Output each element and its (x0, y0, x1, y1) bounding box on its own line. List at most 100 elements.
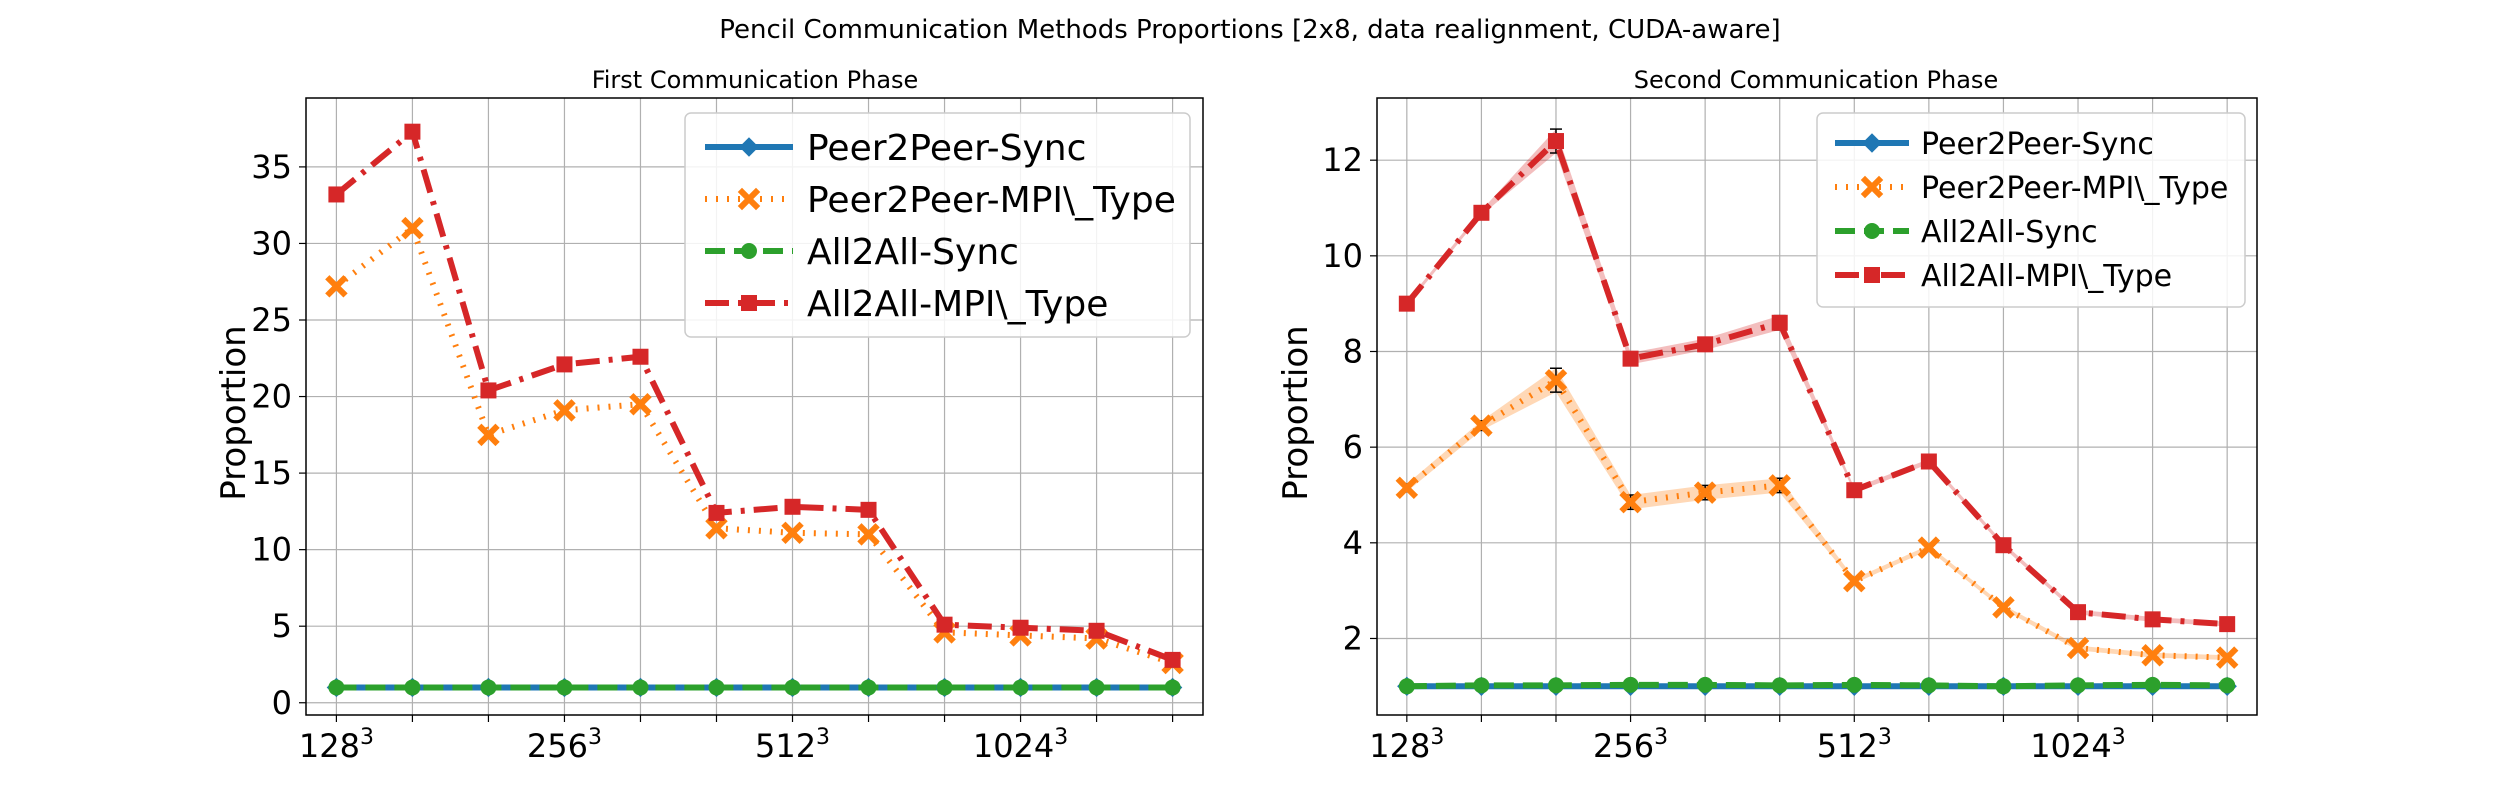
data-point (632, 348, 649, 365)
legend-label: All2All-Sync (807, 232, 1019, 273)
legend-label: Peer2Peer-Sync (807, 128, 1086, 169)
y-tick-label: 30 (251, 224, 292, 262)
data-point (860, 501, 877, 518)
legend-entry-p2p_sync: Peer2Peer-Sync (705, 128, 1086, 169)
y-tick-label: 10 (1322, 237, 1363, 275)
data-point (1547, 133, 1564, 150)
legend-label: Peer2Peer-Sync (1921, 127, 2154, 162)
data-point (1164, 679, 1181, 696)
data-point (1995, 537, 2012, 554)
series-line (1406, 681, 2228, 690)
data-point (553, 399, 576, 422)
second-phase-axes: Second Communication Phase Proportion 2 4… (1276, 66, 2258, 765)
data-point (1544, 368, 1568, 392)
y-tick-label: 8 (1343, 332, 1363, 370)
legend-label: Peer2Peer-MPI\_Type (1921, 171, 2228, 206)
data-point (857, 523, 880, 546)
y-tick-label: 35 (251, 148, 292, 186)
x-tick-label: 5123 (755, 725, 830, 765)
data-point (781, 521, 804, 545)
data-point (1470, 414, 1493, 437)
series-p2p_mpi (1395, 367, 2239, 669)
data-point (708, 504, 725, 521)
legend-marker (741, 243, 757, 259)
data-point (1920, 677, 1937, 694)
series-a2a_mpi (1398, 128, 2236, 633)
data-point (1768, 474, 1791, 497)
data-point (1992, 596, 2015, 619)
series-a2a_sync (328, 679, 1181, 696)
data-point (1917, 536, 1941, 559)
data-point (2144, 611, 2161, 628)
data-point (1846, 676, 1863, 693)
x-tick-label: 2563 (527, 725, 602, 765)
data-point (2219, 677, 2236, 694)
data-point (1398, 295, 1415, 312)
data-point (2141, 643, 2164, 667)
data-point (2215, 646, 2239, 669)
y-tick-label: 4 (1343, 524, 1363, 562)
data-point (2219, 616, 2236, 633)
data-point (629, 392, 652, 416)
legend-label: All2All-MPI\_Type (807, 284, 1108, 325)
data-point (1622, 350, 1639, 367)
x-tick-label: 10243 (973, 725, 1068, 765)
data-point (860, 679, 877, 696)
legend-entry-a2a_sync: All2All-Sync (705, 232, 1019, 273)
data-point (556, 679, 573, 696)
legend: Peer2Peer-Sync Peer2Peer-MPI\_Type All2All… (1816, 112, 2246, 308)
data-point (1088, 679, 1105, 696)
data-point (632, 679, 649, 696)
data-point (1012, 679, 1029, 696)
legend-label: Peer2Peer-MPI\_Type (807, 180, 1176, 221)
data-point (1012, 619, 1029, 636)
x-tick-label: 10243 (2030, 725, 2125, 765)
data-point (1771, 677, 1788, 694)
legend-entry-a2a_mpi: All2All-MPI\_Type (1835, 259, 2172, 294)
data-point (2066, 636, 2090, 660)
series-line (1404, 138, 2228, 628)
y-tick-label: 20 (251, 378, 292, 416)
data-point (480, 679, 497, 696)
legend-entry-a2a_mpi: All2All-MPI\_Type (705, 284, 1108, 325)
legend-marker (737, 187, 761, 211)
data-point (1771, 314, 1788, 331)
y-tick-label: 0 (272, 684, 292, 722)
data-point (328, 186, 345, 203)
data-point (705, 516, 728, 540)
first-phase-axes: First Communication Phase Proportion 051… (214, 66, 1204, 765)
y-tick-label: 2 (1343, 619, 1363, 657)
data-point (1398, 678, 1415, 695)
legend-marker (1862, 133, 1882, 153)
legend-entry-p2p_sync: Peer2Peer-Sync (1835, 127, 2154, 162)
legend-frame (1816, 112, 2246, 308)
data-point (1619, 490, 1642, 514)
second-phase-ylabel: Proportion (1276, 325, 1316, 500)
legend: Peer2Peer-Sync Peer2Peer-MPI\_Type All2All… (684, 112, 1191, 338)
legend-marker (1860, 175, 1884, 199)
data-point (1995, 678, 2012, 695)
data-point (936, 679, 953, 696)
y-tick-label: 10 (251, 531, 292, 569)
data-point (1164, 651, 1181, 668)
legend-marker (741, 295, 757, 311)
axes-frame (305, 97, 1204, 716)
x-tick-label: 1283 (299, 725, 374, 765)
data-point (936, 616, 953, 633)
data-point (1395, 476, 1419, 500)
data-point (1622, 676, 1639, 693)
legend-entry-a2a_sync: All2All-Sync (1835, 215, 2098, 250)
data-point (708, 679, 725, 696)
second-phase-title: Second Communication Phase (1634, 66, 1998, 94)
x-tick-label: 2563 (1593, 725, 1668, 765)
data-point (784, 498, 801, 515)
data-point (1693, 481, 1717, 504)
data-point (1846, 482, 1863, 499)
legend-label: All2All-MPI\_Type (1921, 259, 2172, 294)
first-phase-ylabel: Proportion (214, 325, 254, 500)
data-point (325, 275, 348, 298)
data-point (1843, 569, 1866, 593)
legend-marker (1864, 267, 1880, 283)
y-tick-label: 5 (272, 607, 292, 645)
